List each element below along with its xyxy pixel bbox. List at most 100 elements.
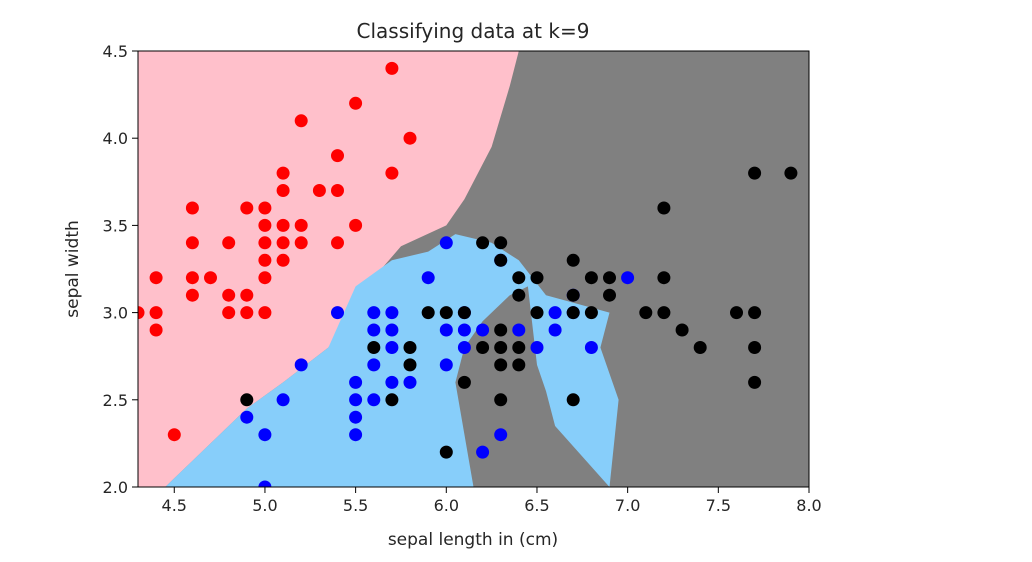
y-tick-label: 4.0 — [103, 129, 128, 148]
data-point — [185, 236, 199, 250]
data-point — [222, 288, 236, 302]
data-point — [566, 288, 580, 302]
data-point — [258, 201, 272, 215]
data-point — [494, 323, 508, 337]
data-point — [476, 341, 490, 354]
data-point — [566, 253, 580, 267]
data-point — [294, 236, 308, 250]
data-point — [240, 410, 254, 424]
data-point — [748, 341, 762, 354]
data-point — [403, 341, 417, 354]
data-point — [421, 306, 435, 320]
data-point — [512, 323, 526, 337]
data-point — [367, 393, 381, 407]
data-point — [512, 341, 526, 354]
data-point — [331, 149, 344, 163]
data-point — [457, 375, 471, 389]
data-point — [276, 393, 290, 407]
data-point — [240, 393, 254, 407]
data-point — [512, 288, 526, 302]
data-point — [349, 410, 363, 424]
x-tick-label: 7.0 — [615, 496, 640, 515]
data-point — [476, 236, 490, 250]
x-axis-label: sepal length in (cm) — [388, 530, 558, 550]
data-point — [439, 236, 453, 250]
x-axis: 4.5 5.0 5.5 6.0 6.5 7.0 7.5 8.0 — [162, 487, 822, 515]
data-point — [457, 323, 471, 337]
data-point — [294, 218, 308, 232]
data-point — [331, 184, 344, 197]
decision-region-blue — [165, 234, 619, 487]
data-point — [476, 323, 490, 337]
data-point — [494, 341, 508, 354]
data-point — [530, 306, 544, 320]
data-point — [276, 236, 290, 250]
data-point — [240, 306, 254, 320]
data-point — [349, 428, 363, 442]
chart-title: Classifying data at k=9 — [357, 19, 590, 43]
data-point — [584, 341, 598, 354]
data-point — [240, 201, 254, 215]
data-point — [476, 445, 490, 459]
data-point — [403, 375, 417, 389]
data-point — [421, 271, 435, 285]
data-point — [439, 323, 453, 337]
data-point — [403, 131, 417, 145]
data-point — [457, 306, 471, 320]
data-point — [621, 271, 635, 285]
data-point — [185, 271, 199, 285]
data-point — [367, 341, 381, 354]
data-point — [385, 393, 399, 407]
y-axis-label: sepal width — [63, 220, 83, 318]
data-point — [367, 306, 381, 320]
data-point — [748, 375, 762, 389]
data-point — [258, 253, 272, 267]
data-point — [331, 306, 344, 320]
data-point — [385, 341, 399, 354]
data-point — [657, 201, 671, 215]
y-tick-label: 3.0 — [103, 304, 128, 323]
data-point — [693, 341, 707, 354]
data-point — [784, 166, 798, 180]
data-point — [294, 114, 308, 128]
data-point — [657, 271, 671, 285]
data-point — [276, 166, 290, 180]
data-point — [494, 358, 508, 372]
data-point — [149, 323, 163, 337]
x-tick-label: 8.0 — [796, 496, 821, 515]
data-point — [748, 306, 762, 320]
x-tick-label: 7.5 — [706, 496, 731, 515]
data-point — [439, 445, 453, 459]
x-tick-label: 6.5 — [524, 496, 549, 515]
data-point — [675, 323, 689, 337]
data-point — [349, 96, 363, 110]
data-point — [349, 218, 363, 232]
data-point — [494, 393, 508, 407]
data-point — [530, 341, 544, 354]
data-point — [548, 306, 562, 320]
data-point — [439, 358, 453, 372]
data-point — [167, 428, 181, 442]
y-tick-label: 2.5 — [103, 391, 128, 410]
data-point — [349, 375, 363, 389]
data-point — [138, 306, 145, 320]
data-point — [312, 184, 326, 197]
data-point — [185, 201, 199, 215]
data-point — [258, 271, 272, 285]
data-point — [512, 358, 526, 372]
y-axis: 2.0 2.5 3.0 3.5 4.0 4.5 — [103, 42, 138, 497]
data-point — [276, 253, 290, 267]
data-point — [603, 288, 616, 302]
data-point — [730, 306, 743, 320]
data-point — [403, 358, 417, 372]
data-point — [584, 271, 598, 285]
y-tick-label: 4.5 — [103, 42, 128, 61]
data-point — [548, 323, 562, 337]
data-point — [149, 306, 163, 320]
data-point — [530, 271, 544, 285]
data-point — [222, 306, 236, 320]
data-point — [657, 306, 671, 320]
data-point — [349, 393, 363, 407]
data-point — [331, 236, 344, 250]
data-point — [385, 323, 399, 337]
